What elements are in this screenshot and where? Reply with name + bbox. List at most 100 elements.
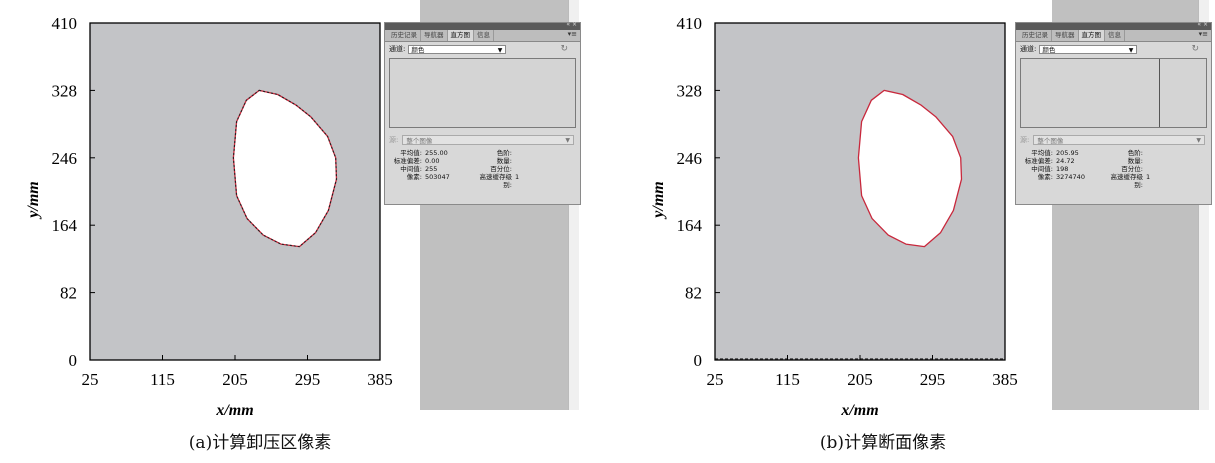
histogram-panel-b: « × 历史记录 导航器 直方图 信息 ▾≡ 通道: 颜色 ▼ ↻ 源: 整个图… [1015,21,1212,205]
panel-titlebar: « × [1016,21,1211,30]
stat-key: 百分位: [1121,165,1143,173]
stat-key: 像素: [406,173,422,181]
stat-key: 中间值: [1031,165,1053,173]
stat-value: 3274740 [1056,173,1085,181]
scrollbar-strip[interactable] [568,0,579,410]
x-tick-label: 295 [295,370,321,389]
histogram-area [1020,58,1207,128]
source-select[interactable]: 整个图像 ▼ [1033,135,1205,145]
stat-value [515,149,555,157]
source-row: 源: 整个图像 ▼ [385,134,580,146]
y-tick-label: 164 [52,216,78,235]
stat-key: 高速缓存级别: [479,173,513,189]
source-select[interactable]: 整个图像 ▼ [402,135,574,145]
y-axis-label: y/mm [25,181,42,219]
panel-menu-icon[interactable]: ▾≡ [1198,30,1208,38]
x-tick-label: 205 [847,370,873,389]
stat-key: 标准偏差: [393,157,422,165]
channel-row: 通道: 颜色 ▼ ↻ [385,42,580,56]
channel-value: 颜色 [1042,45,1056,54]
stat-value: 0.00 [425,157,440,165]
stat-key: 平均值: [1031,149,1053,157]
stats-grid: 平均值: 255.00 色阶: 标准偏差: 0.00 数量: 中间值: 255 … [385,149,580,189]
stat-value: 1 [515,173,520,181]
stat-value [1146,157,1186,165]
histogram-area [389,58,576,128]
y-tick-label: 410 [52,14,78,33]
channel-select[interactable]: 颜色 ▼ [1039,44,1138,54]
x-tick-label: 115 [775,370,800,389]
y-tick-label: 246 [677,149,703,168]
caption-a: (a)计算卸压区像素 [188,433,332,453]
source-label: 源: [1020,136,1030,144]
channel-select[interactable]: 颜色 ▼ [408,44,507,54]
tab-navigator[interactable]: 导航器 [1052,30,1079,41]
panel-menu-icon[interactable]: ▾≡ [567,30,577,38]
stat-value [515,157,555,165]
stat-value [515,165,555,173]
x-tick-label: 385 [367,370,393,389]
tab-navigator[interactable]: 导航器 [421,30,448,41]
source-row: 源: 整个图像 ▼ [1016,134,1211,146]
tab-histogram[interactable]: 直方图 [1078,30,1105,41]
stat-key: 数量: [496,157,512,165]
tab-info[interactable]: 信息 [1105,30,1125,41]
tab-info[interactable]: 信息 [474,30,494,41]
stat-key: 高速缓存级别: [1110,173,1144,189]
y-tick-label: 410 [677,14,703,33]
collapse-icon[interactable]: « × [1197,21,1208,28]
panel-tabs: 历史记录 导航器 直方图 信息 ▾≡ [385,30,580,42]
scrollbar-strip[interactable] [1198,0,1209,410]
stat-key: 色阶: [496,149,512,157]
stat-key: 标准偏差: [1024,157,1053,165]
tab-histogram[interactable]: 直方图 [447,30,474,41]
channel-label: 通道: [1020,45,1037,53]
dropdown-arrow-icon: ▼ [497,46,503,54]
stat-value: 24.72 [1056,157,1075,165]
stat-value: 205.95 [1056,149,1079,157]
stat-key: 像素: [1037,173,1053,181]
y-tick-label: 82 [60,284,77,303]
collapse-icon[interactable]: « × [566,21,577,28]
y-tick-label: 246 [52,149,78,168]
x-tick-label: 25 [707,370,724,389]
stat-key: 中间值: [400,165,422,173]
stat-value: 255 [425,165,438,173]
stat-key: 数量: [1127,157,1143,165]
tab-history[interactable]: 历史记录 [388,30,421,41]
refresh-icon[interactable]: ↻ [1191,44,1199,54]
dropdown-arrow-icon: ▼ [1128,46,1134,54]
y-tick-label: 328 [52,81,78,100]
channel-value: 颜色 [411,45,425,54]
chart-b: 25 115 205 295 385 0 82 164 246 328 410 x/mm y/mm [650,14,1018,419]
caption-b: (b)计算断面像素 [819,433,947,453]
panel-titlebar: « × [385,21,580,30]
x-axis-label: x/mm [215,402,253,419]
figure-panel-b: 25 115 205 295 385 0 82 164 246 328 410 x/mm y/mm (b… [608,0,1215,463]
panel-tabs: 历史记录 导航器 直方图 信息 ▾≡ [1016,30,1211,42]
x-tick-label: 205 [222,370,248,389]
stat-value: 503047 [425,173,450,181]
stat-value: 198 [1056,165,1069,173]
refresh-icon[interactable]: ↻ [560,44,568,54]
pressure-relief-outline [857,89,963,248]
x-axis-label: x/mm [840,402,878,419]
stat-value [1146,149,1186,157]
source-value: 整个图像 [406,137,433,145]
histogram-panel-a: « × 历史记录 导航器 直方图 信息 ▾≡ 通道: 颜色 ▼ ↻ 源: 整个图… [384,21,581,205]
x-tick-label: 295 [920,370,946,389]
y-tick-label: 82 [685,284,702,303]
y-tick-label: 0 [69,351,78,370]
channel-row: 通道: 颜色 ▼ ↻ [1016,42,1211,56]
dropdown-arrow-icon: ▼ [1196,137,1201,144]
tab-history[interactable]: 历史记录 [1019,30,1052,41]
y-axis-label: y/mm [650,181,667,219]
selection-outline [232,89,338,248]
stat-key: 百分位: [490,165,512,173]
source-value: 整个图像 [1037,137,1064,145]
plot-area [715,23,1005,360]
x-tick-label: 385 [992,370,1018,389]
stats-grid: 平均值: 205.95 色阶: 标准偏差: 24.72 数量: 中间值: 198… [1016,149,1211,189]
stat-key: 色阶: [1127,149,1143,157]
chart-a: 25 115 205 295 385 0 82 164 246 328 410 x/mm y/mm [25,14,393,419]
